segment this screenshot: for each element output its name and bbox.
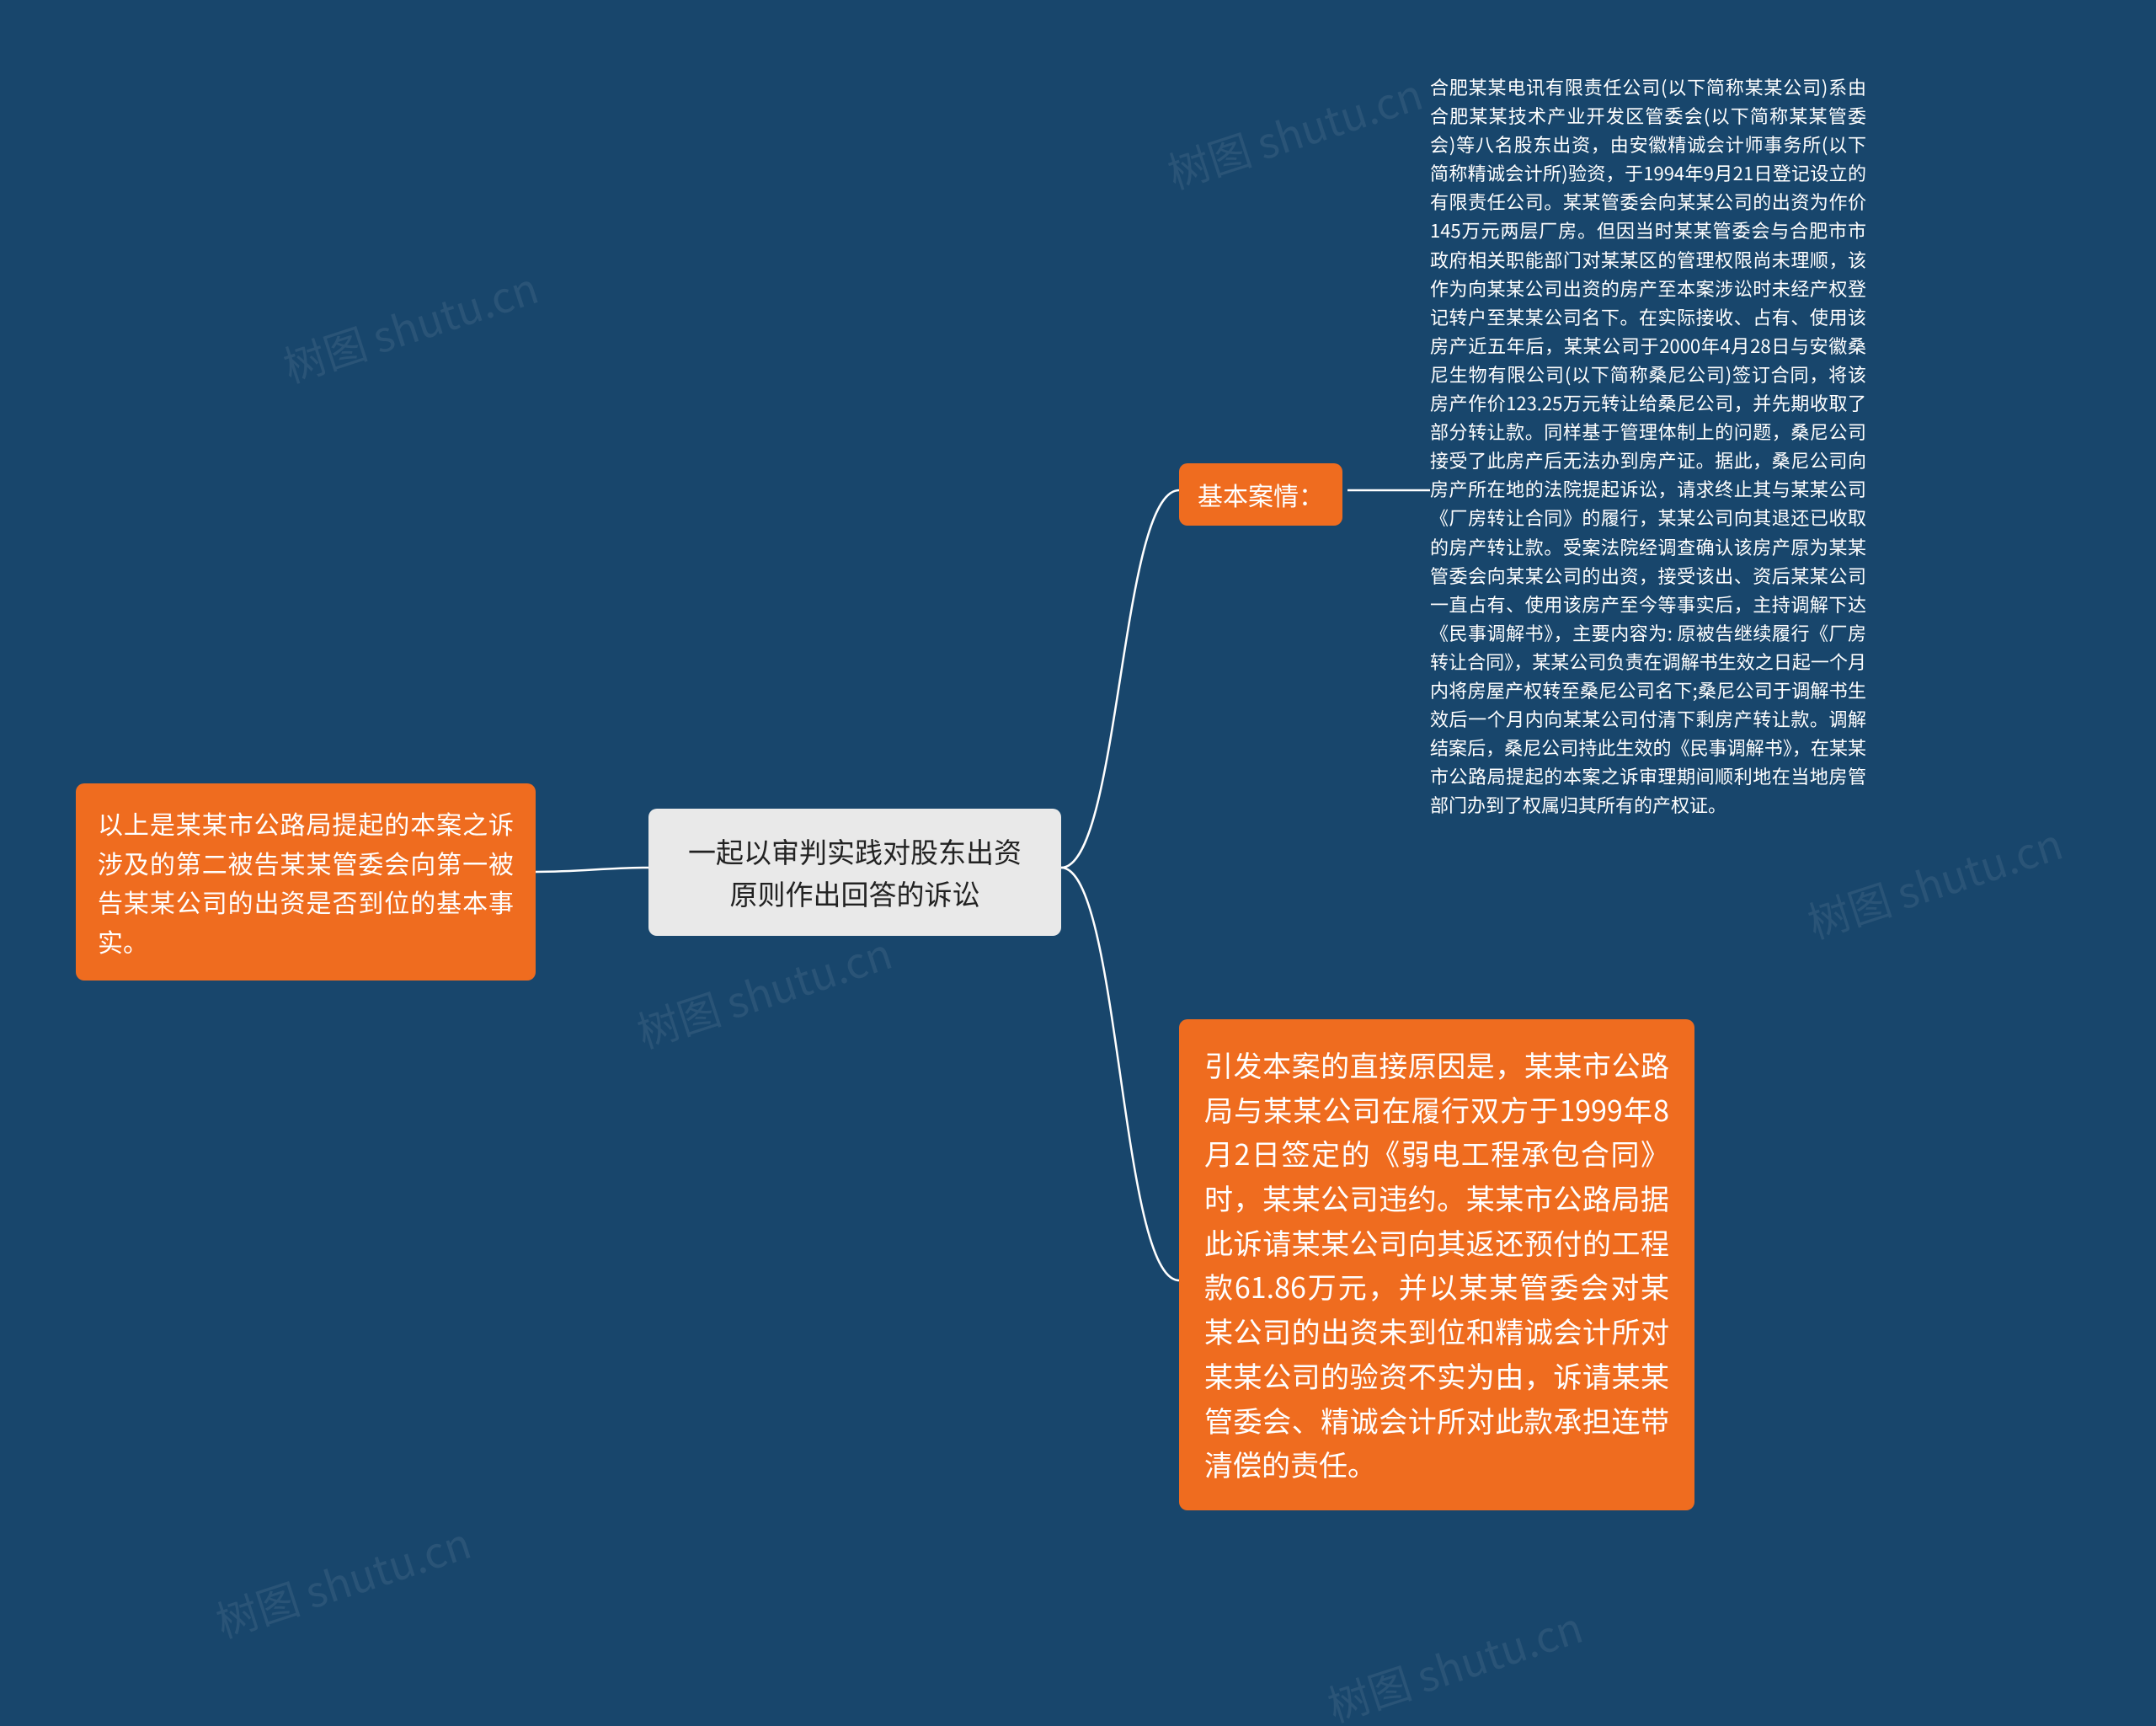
root-node[interactable]: 一起以审判实践对股东出资原则作出回答的诉讼 <box>648 809 1061 936</box>
watermark: 树图 shutu.cn <box>208 1510 478 1649</box>
watermark: 树图 shutu.cn <box>1320 1595 1590 1726</box>
edge-center-left <box>536 868 648 872</box>
right-bottom-node[interactable]: 引发本案的直接原因是，某某市公路局与某某公司在履行双方于1999年8月2日签定的… <box>1179 1019 1694 1510</box>
watermark: 树图 shutu.cn <box>1160 61 1430 200</box>
watermark: 树图 shutu.cn <box>629 921 899 1060</box>
watermark: 树图 shutu.cn <box>275 255 546 394</box>
edge-center-rb <box>1061 868 1179 1280</box>
left-node-summary[interactable]: 以上是某某市公路局提起的本案之诉涉及的第二被告某某管委会向第一被告某某公司的出资… <box>76 783 536 981</box>
edge-center-rt <box>1061 490 1179 868</box>
mindmap-canvas: 树图 shutu.cn 树图 shutu.cn 树图 shutu.cn 树图 s… <box>0 0 2156 1726</box>
right-top-label[interactable]: 基本案情： <box>1179 463 1342 526</box>
watermark: 树图 shutu.cn <box>1800 811 2070 950</box>
right-top-body: 合肥某某电讯有限责任公司(以下简称某某公司)系由合肥某某技术产业开发区管委会(以… <box>1430 72 1866 819</box>
